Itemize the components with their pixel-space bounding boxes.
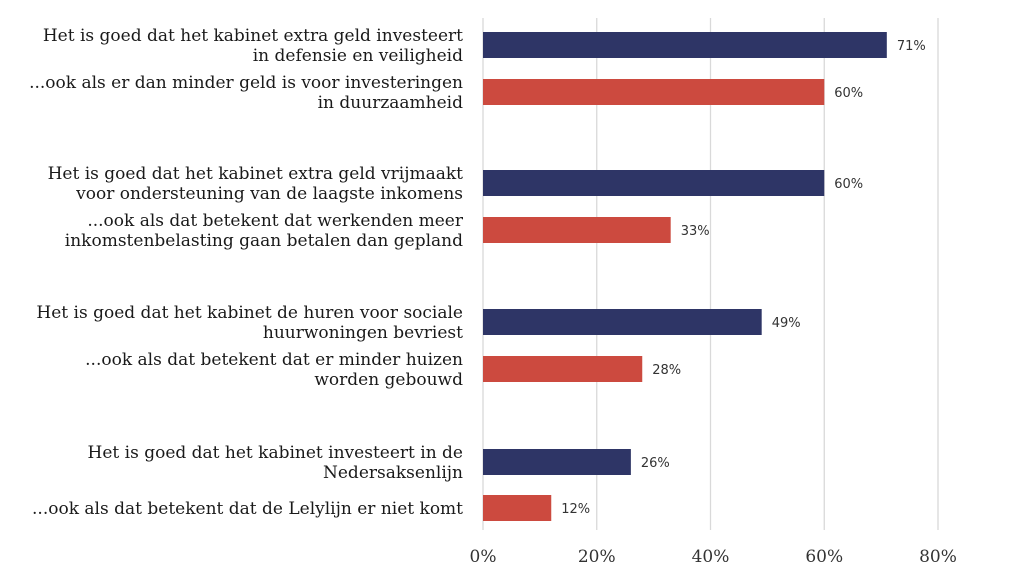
bar-statement — [483, 170, 825, 196]
category-label: Het is goed dat het kabinet extra geld i… — [43, 26, 463, 46]
bar-statement — [483, 309, 762, 335]
bar-tradeoff — [483, 495, 552, 521]
bar-tradeoff — [483, 356, 643, 382]
category-label: inkomstenbelasting gaan betalen dan gepl… — [65, 231, 463, 251]
bar-statement — [483, 449, 631, 475]
category-label: Het is goed dat het kabinet de huren voo… — [36, 303, 463, 323]
data-label: 33% — [681, 224, 710, 239]
x-tick-label: 20% — [578, 547, 616, 567]
bar-tradeoff — [483, 79, 825, 105]
x-axis-tick-labels: 0% 20% 40% 60% 80% — [470, 547, 957, 567]
category-label: ...ook als er dan minder geld is voor in… — [29, 73, 463, 93]
x-tick-label: 60% — [805, 547, 843, 567]
data-label: 60% — [834, 86, 863, 101]
data-label: 26% — [641, 456, 670, 471]
category-label: Het is goed dat het kabinet extra geld v… — [48, 164, 464, 184]
category-label: in duurzaamheid — [318, 93, 463, 113]
category-label: ...ook als dat betekent dat de Lelylijn … — [32, 499, 463, 519]
category-label: huurwoningen bevriest — [263, 323, 463, 343]
category-label: Nedersaksenlijn — [323, 463, 463, 483]
bar-tradeoff — [483, 217, 671, 243]
category-label: worden gebouwd — [314, 370, 463, 390]
data-label: 12% — [561, 502, 590, 517]
data-label: 28% — [652, 363, 681, 378]
category-label: ...ook als dat betekent dat er minder hu… — [85, 350, 463, 370]
x-tick-label: 80% — [919, 547, 957, 567]
data-label: 60% — [834, 177, 863, 192]
category-labels: Het is goed dat het kabinet extra geld i… — [29, 26, 464, 519]
bars — [483, 32, 887, 521]
category-label: voor ondersteuning van de laagste inkome… — [75, 184, 463, 204]
category-label: ...ook als dat betekent dat werkenden me… — [87, 211, 464, 231]
category-label: Het is goed dat het kabinet investeert i… — [88, 443, 463, 463]
x-tick-label: 40% — [692, 547, 730, 567]
category-label: in defensie en veiligheid — [253, 46, 463, 66]
x-tick-label: 0% — [470, 547, 497, 567]
data-label: 49% — [772, 316, 801, 331]
bar-statement — [483, 32, 887, 58]
data-label: 71% — [897, 39, 926, 54]
value-labels: 71% 60% 60% 33% 49% 28% 26% 12% — [561, 39, 925, 517]
